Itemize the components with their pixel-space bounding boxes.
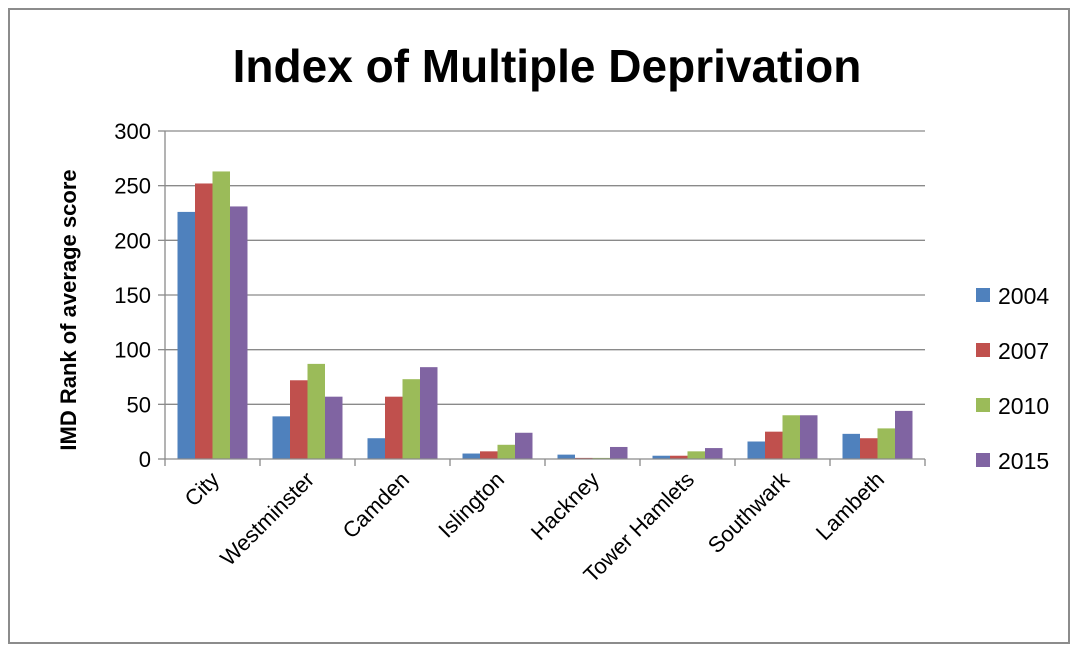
y-axis-label: IMD Rank of average score	[56, 169, 81, 450]
bar-2007-southwark	[765, 431, 783, 459]
gridlines	[165, 130, 925, 405]
axes	[158, 130, 926, 466]
bars	[177, 171, 913, 460]
x-tick-label: Islington	[433, 467, 509, 543]
bar-2007-city	[195, 183, 213, 460]
bar-2015-islington	[515, 432, 533, 459]
legend-swatch-2015	[976, 453, 990, 467]
legend: 2004 2007 2010 2015	[976, 283, 1049, 474]
bar-2007-westminster	[290, 380, 308, 459]
x-tick-label: City	[180, 467, 224, 511]
bar-2004-islington	[462, 453, 480, 459]
bar-2010-tower-hamlets	[687, 451, 705, 459]
y-tick-label: 200	[114, 228, 151, 253]
y-tick-label: 150	[114, 283, 151, 308]
y-tick-label: 50	[127, 392, 151, 417]
y-tick-label: 100	[114, 338, 151, 363]
bar-2007-lambeth	[860, 438, 878, 459]
x-tick-label: Westminster	[215, 467, 319, 571]
bar-2010-camden	[402, 379, 420, 459]
bar-2015-tower-hamlets	[705, 448, 723, 459]
x-tick-label: Southwark	[703, 466, 795, 558]
chart-title: Index of Multiple Deprivation	[233, 40, 862, 92]
legend-swatch-2010	[976, 398, 990, 412]
legend-label-2010: 2010	[998, 393, 1049, 419]
bar-2015-southwark	[800, 415, 818, 459]
bar-2010-city	[212, 171, 230, 459]
bar-2010-westminster	[307, 363, 325, 459]
bar-2015-camden	[420, 367, 438, 459]
bar-2015-westminster	[325, 396, 343, 459]
bar-2007-islington	[480, 451, 498, 459]
y-tick-label: 250	[114, 174, 151, 199]
bar-2015-city	[230, 206, 248, 459]
legend-swatch-2007	[976, 343, 990, 357]
bar-2010-southwark	[782, 415, 800, 459]
bar-2004-southwark	[747, 441, 765, 459]
bar-2007-camden	[385, 396, 403, 459]
bar-2004-lambeth	[842, 433, 860, 459]
bar-2015-lambeth	[895, 410, 913, 459]
x-tick-label: Lambeth	[811, 467, 889, 545]
y-tick-label: 300	[114, 119, 151, 144]
x-tick-label: Hackney	[526, 467, 604, 545]
legend-label-2007: 2007	[998, 338, 1049, 364]
legend-label-2015: 2015	[998, 448, 1049, 474]
x-tick-label: Camden	[338, 467, 414, 543]
legend-swatch-2004	[976, 288, 990, 302]
bar-2015-hackney	[610, 446, 628, 459]
bar-2004-camden	[367, 438, 385, 459]
bar-2010-lambeth	[877, 428, 895, 459]
y-tick-label: 0	[139, 447, 151, 472]
bar-2010-islington	[497, 444, 515, 459]
bar-2007-tower-hamlets	[670, 455, 688, 459]
bar-2004-city	[177, 211, 195, 459]
bar-2004-westminster	[272, 416, 290, 459]
legend-label-2004: 2004	[998, 283, 1049, 309]
bar-2004-hackney	[557, 454, 575, 459]
bar-2004-tower-hamlets	[652, 455, 670, 459]
